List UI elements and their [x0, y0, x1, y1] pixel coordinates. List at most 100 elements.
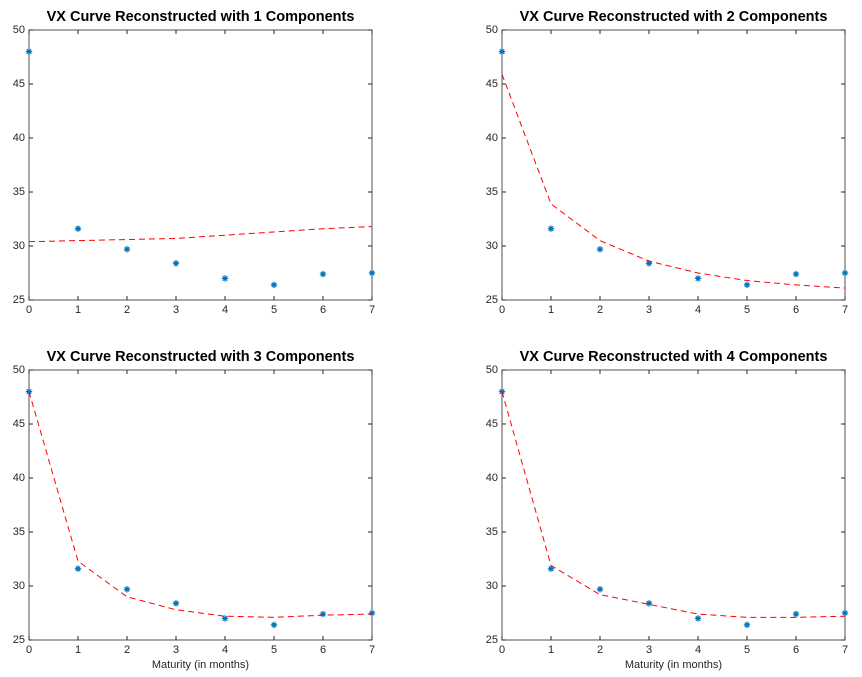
x-tick-label: 1 [75, 304, 81, 316]
x-tick-label: 3 [646, 644, 652, 656]
y-tick-label: 45 [486, 418, 498, 430]
x-tick-label: 2 [597, 644, 603, 656]
data-point [172, 260, 180, 267]
y-tick-label: 40 [13, 132, 25, 144]
plot-frame [501, 369, 846, 641]
x-tick-label: 1 [548, 644, 554, 656]
x-tick-label: 2 [124, 304, 130, 316]
x-tick-label: 2 [597, 304, 603, 316]
x-tick-label: 7 [369, 304, 375, 316]
data-point [368, 269, 376, 277]
x-tick-label: 0 [499, 644, 505, 656]
data-point [221, 615, 229, 622]
x-tick-label: 4 [695, 644, 701, 656]
x-tick-label: 3 [646, 304, 652, 316]
fit-line [501, 391, 846, 618]
data-point [123, 246, 131, 253]
data-point [319, 610, 327, 618]
data-point [743, 621, 751, 629]
x-tick-label: 0 [26, 304, 32, 316]
data-point [221, 275, 229, 282]
y-tick-label: 50 [13, 364, 25, 376]
y-tick-label: 25 [486, 634, 498, 646]
chart-title: VX Curve Reconstructed with 1 Components [47, 9, 355, 25]
chart-title: VX Curve Reconstructed with 2 Components [520, 9, 828, 25]
data-point [25, 388, 33, 395]
data-point [596, 586, 604, 593]
data-point [74, 565, 82, 572]
data-point [319, 270, 327, 278]
data-point [596, 246, 604, 253]
y-tick-label: 30 [13, 240, 25, 252]
x-tick-label: 4 [222, 304, 228, 316]
x-tick-label: 4 [695, 304, 701, 316]
x-tick-label: 2 [124, 644, 130, 656]
y-tick-label: 40 [486, 472, 498, 484]
data-point [792, 610, 800, 618]
y-tick-label: 35 [13, 186, 25, 198]
x-axis-label: Maturity (in months) [625, 659, 722, 671]
y-tick-label: 30 [13, 580, 25, 592]
x-tick-label: 0 [26, 644, 32, 656]
y-tick-label: 35 [13, 526, 25, 538]
x-tick-label: 3 [173, 644, 179, 656]
data-point [270, 621, 278, 629]
x-tick-label: 5 [744, 644, 750, 656]
y-tick-label: 50 [486, 364, 498, 376]
data-point [25, 48, 33, 55]
x-tick-label: 1 [75, 644, 81, 656]
data-point [547, 225, 555, 232]
chart-title: VX Curve Reconstructed with 4 Components [520, 349, 828, 365]
x-tick-label: 6 [320, 644, 326, 656]
x-tick-label: 1 [548, 304, 554, 316]
data-point [645, 600, 653, 607]
x-tick-label: 7 [842, 304, 848, 316]
y-tick-label: 35 [486, 526, 498, 538]
plot-frame [501, 29, 846, 301]
data-point [792, 270, 800, 278]
y-tick-label: 50 [13, 24, 25, 36]
data-point [743, 281, 751, 289]
data-point [547, 565, 555, 572]
data-point [694, 615, 702, 622]
y-tick-label: 25 [13, 294, 25, 306]
y-tick-label: 50 [486, 24, 498, 36]
y-tick-label: 35 [486, 186, 498, 198]
x-tick-label: 6 [793, 304, 799, 316]
x-tick-label: 0 [499, 304, 505, 316]
x-tick-label: 5 [744, 304, 750, 316]
data-point [498, 388, 506, 395]
x-axis-label: Maturity (in months) [152, 659, 249, 671]
chart-title: VX Curve Reconstructed with 3 Components [47, 349, 355, 365]
y-tick-label: 25 [486, 294, 498, 306]
x-tick-label: 6 [793, 644, 799, 656]
y-tick-label: 45 [13, 418, 25, 430]
x-tick-label: 7 [842, 644, 848, 656]
x-tick-label: 4 [222, 644, 228, 656]
plot-frame [28, 369, 373, 641]
fit-line [28, 226, 373, 243]
y-tick-label: 30 [486, 240, 498, 252]
data-point [645, 260, 653, 267]
data-point [498, 48, 506, 55]
data-point [270, 281, 278, 289]
data-point [368, 609, 376, 617]
x-tick-label: 3 [173, 304, 179, 316]
data-point [74, 225, 82, 232]
x-tick-label: 6 [320, 304, 326, 316]
y-tick-label: 45 [13, 78, 25, 90]
fit-line [501, 74, 846, 289]
x-tick-label: 5 [271, 304, 277, 316]
x-tick-label: 7 [369, 644, 375, 656]
y-tick-label: 30 [486, 580, 498, 592]
y-tick-label: 25 [13, 634, 25, 646]
y-tick-label: 40 [486, 132, 498, 144]
y-tick-label: 40 [13, 472, 25, 484]
data-point [841, 269, 849, 277]
plot-frame [28, 29, 373, 301]
data-point [172, 600, 180, 607]
fit-line [28, 391, 373, 618]
data-point [694, 275, 702, 282]
data-point [841, 609, 849, 617]
